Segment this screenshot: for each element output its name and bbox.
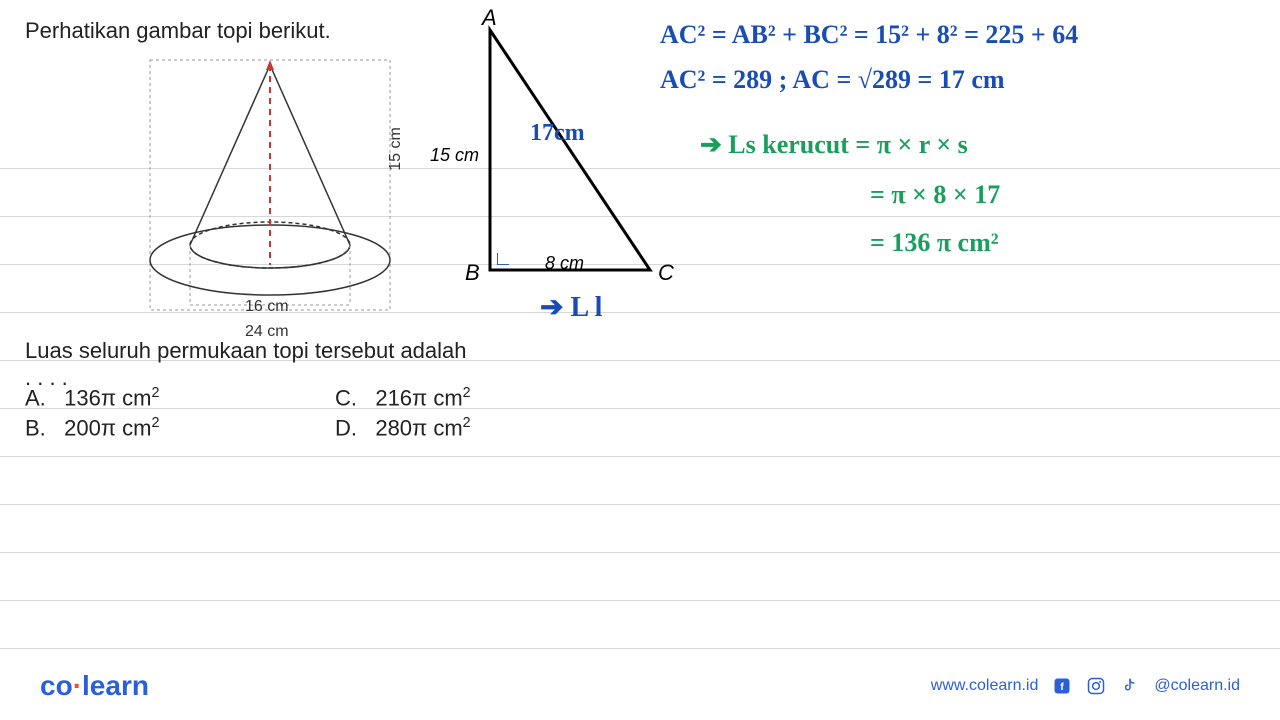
triangle-diagram: A B C 15 cm 8 cm 17cm ∟: [430, 10, 690, 300]
work-line-3: ➔ Ls kerucut = π × r × s: [700, 130, 968, 160]
tiktok-icon: [1120, 676, 1140, 696]
hypotenuse-label: 17cm: [530, 120, 585, 147]
cone-diagram: 15 cm 16 cm 24 cm: [140, 50, 410, 340]
vertex-b: B: [465, 260, 480, 286]
svg-text:f: f: [1061, 681, 1065, 693]
work-line-1: AC² = AB² + BC² = 15² + 8² = 225 + 64: [660, 20, 1078, 50]
logo: co·learn: [40, 670, 149, 702]
answer-options: A. 136π cm2 C. 216π cm2 B. 200π cm2 D. 2…: [25, 385, 485, 446]
cone-base-label: 16 cm: [245, 298, 289, 316]
work-line-4: = π × 8 × 17: [870, 180, 1000, 210]
footer-url: www.colearn.id: [931, 677, 1039, 695]
work-line-2: AC² = 289 ; AC = √289 = 17 cm: [660, 65, 1005, 95]
instagram-icon: [1086, 676, 1106, 696]
option-a: A. 136π cm2: [25, 385, 175, 411]
footer-handle: @colearn.id: [1154, 677, 1240, 695]
facebook-icon: f: [1052, 676, 1072, 696]
question-prompt: Luas seluruh permukaan topi tersebut ada…: [25, 338, 467, 364]
vertex-c: C: [658, 260, 674, 286]
cone-height-label: 15 cm: [387, 127, 405, 171]
logo-co: co: [40, 670, 73, 701]
vertex-a: A: [482, 5, 497, 31]
option-c: C. 216π cm2: [335, 385, 485, 411]
footer: co·learn www.colearn.id f @colearn.id: [40, 670, 1240, 702]
question-title: Perhatikan gambar topi berikut.: [25, 18, 331, 44]
footer-right: www.colearn.id f @colearn.id: [931, 676, 1240, 696]
right-angle-mark: ∟: [493, 248, 513, 271]
option-d: D. 280π cm2: [335, 415, 485, 441]
side-ab-label: 15 cm: [430, 145, 479, 166]
option-b: B. 200π cm2: [25, 415, 175, 441]
work-line-5: = 136 π cm²: [870, 228, 999, 258]
logo-dot: ·: [73, 670, 82, 701]
work-line-6: ➔ L l: [540, 290, 602, 324]
logo-learn: learn: [82, 670, 149, 701]
side-bc-label: 8 cm: [545, 253, 584, 274]
